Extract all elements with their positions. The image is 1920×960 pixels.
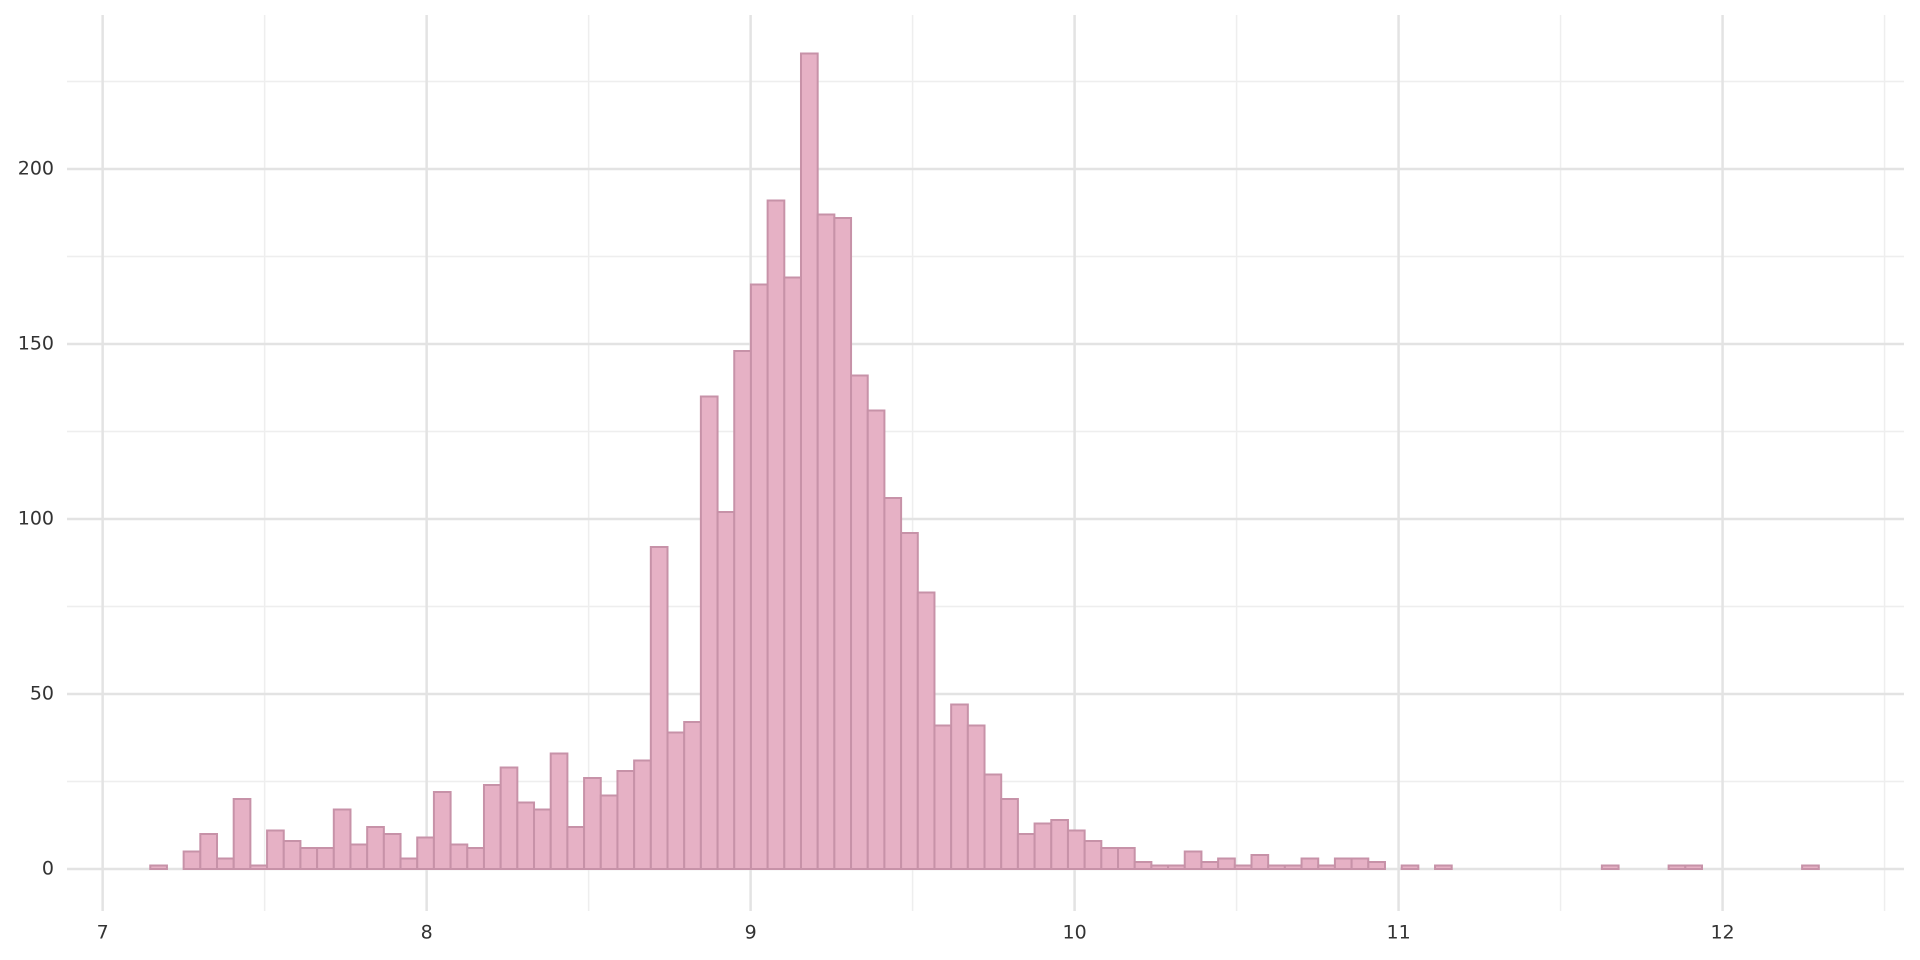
bar (366, 826, 385, 870)
bar (399, 857, 419, 870)
bar (1600, 864, 1620, 870)
bar (1133, 861, 1153, 870)
bar (199, 833, 219, 870)
bar (1667, 864, 1687, 870)
bar (466, 847, 485, 870)
x-tick-label: 7 (97, 922, 109, 944)
bar (449, 843, 469, 870)
bar (182, 850, 202, 870)
bar (666, 731, 686, 870)
bar (1350, 857, 1370, 870)
bar (900, 532, 919, 870)
bar (349, 843, 369, 870)
bar (916, 591, 936, 870)
bar (1283, 864, 1303, 870)
bar (1033, 822, 1053, 870)
bar (1117, 847, 1136, 870)
bar (583, 777, 602, 870)
bar (266, 829, 285, 870)
bar (1000, 798, 1019, 870)
bar (1333, 857, 1353, 870)
bar (533, 808, 552, 870)
bar (549, 752, 569, 870)
bar (933, 724, 953, 870)
bar (1066, 829, 1086, 870)
bar (432, 791, 452, 870)
bar (699, 395, 719, 870)
bar (299, 847, 319, 870)
bar (332, 808, 352, 870)
bar (649, 546, 669, 870)
bar (1050, 819, 1069, 870)
bar (816, 213, 836, 870)
bar (716, 511, 736, 870)
bar (1367, 861, 1386, 870)
bar (1400, 864, 1420, 870)
bar (950, 703, 969, 870)
bar (1317, 864, 1336, 870)
bar (733, 350, 752, 870)
bar (382, 833, 402, 870)
bar (1200, 861, 1220, 870)
bar (633, 759, 652, 870)
bar (1016, 833, 1036, 870)
bar (1167, 864, 1186, 870)
bar (1267, 864, 1286, 870)
bar (799, 52, 819, 870)
bar (966, 724, 986, 870)
bar (749, 283, 769, 870)
bar (1083, 840, 1103, 870)
bar (566, 826, 586, 870)
bar (282, 840, 302, 870)
bar (1801, 864, 1820, 870)
bar (983, 773, 1003, 870)
x-tick-label: 12 (1710, 922, 1734, 944)
bar (766, 199, 786, 870)
bar (1150, 864, 1170, 870)
bar (1217, 857, 1236, 870)
bar (1434, 864, 1453, 870)
bar (232, 798, 252, 870)
x-tick-label: 8 (421, 922, 433, 944)
bar (249, 864, 269, 870)
bar (1100, 847, 1120, 870)
bar (783, 276, 802, 870)
bar (149, 864, 168, 870)
bar (683, 721, 702, 870)
y-tick-label: 0 (42, 858, 54, 880)
bar (883, 497, 903, 870)
bar (616, 770, 636, 870)
bar (1684, 864, 1703, 870)
bar (1250, 854, 1270, 870)
bar (1300, 857, 1320, 870)
bar (833, 217, 853, 870)
y-tick-label: 50 (30, 683, 54, 705)
bar (416, 836, 435, 870)
y-tick-label: 150 (18, 333, 54, 355)
x-tick-label: 11 (1386, 922, 1410, 944)
bar (516, 801, 536, 870)
bar (1183, 850, 1203, 870)
y-tick-label: 200 (18, 158, 54, 180)
x-tick-label: 10 (1063, 922, 1087, 944)
bar (1233, 864, 1253, 870)
bar (482, 784, 502, 870)
bar (216, 857, 235, 870)
x-tick-label: 9 (745, 922, 757, 944)
bar (850, 374, 869, 870)
bar (316, 847, 335, 870)
bar (499, 766, 519, 870)
bar (599, 794, 619, 870)
bar (866, 409, 886, 870)
y-tick-label: 100 (18, 508, 54, 530)
